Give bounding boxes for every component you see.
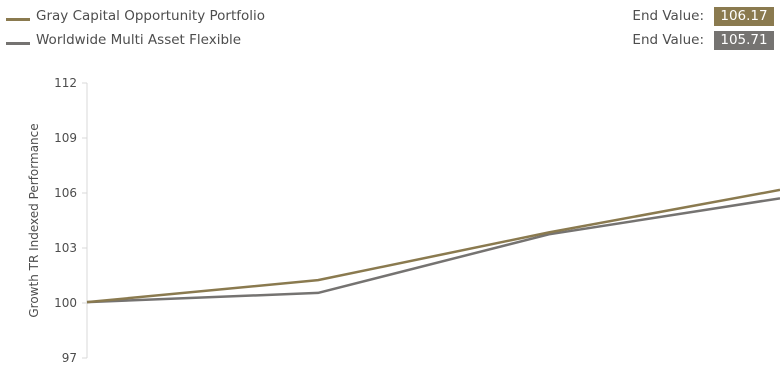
end-value-label-1: End Value:	[632, 32, 704, 48]
legend-label-1: Worldwide Multi Asset Flexible	[36, 32, 242, 48]
legend-item-0: Gray Capital Opportunity Portfolio	[6, 6, 265, 26]
end-value-row-0: End Value: 106.17	[632, 6, 774, 26]
y-tick-label: 103	[54, 241, 77, 255]
y-tick-label: 97	[62, 351, 77, 365]
legend-label-0: Gray Capital Opportunity Portfolio	[36, 8, 266, 24]
y-axis-ticks: 97 100 103 106 109 112	[54, 76, 87, 365]
legend-swatch-1	[6, 41, 30, 45]
y-tick-label: 106	[54, 186, 77, 200]
end-value-row-1: End Value: 105.71	[632, 30, 774, 50]
end-value-label-0: End Value:	[632, 8, 704, 24]
y-axis-title: Growth TR Indexed Performance	[27, 123, 41, 317]
legend-swatch-0	[6, 17, 30, 21]
y-tick-label: 109	[54, 131, 77, 145]
end-value-badge-1: 105.71	[714, 30, 774, 50]
y-tick-label: 112	[54, 76, 77, 90]
legend-item-1: Worldwide Multi Asset Flexible	[6, 30, 241, 50]
end-value-badge-0: 106.17	[714, 6, 774, 26]
series-group	[86, 188, 780, 304]
series-line-1	[86, 197, 780, 304]
series-line-0	[86, 188, 780, 304]
y-tick-label: 100	[54, 296, 77, 310]
